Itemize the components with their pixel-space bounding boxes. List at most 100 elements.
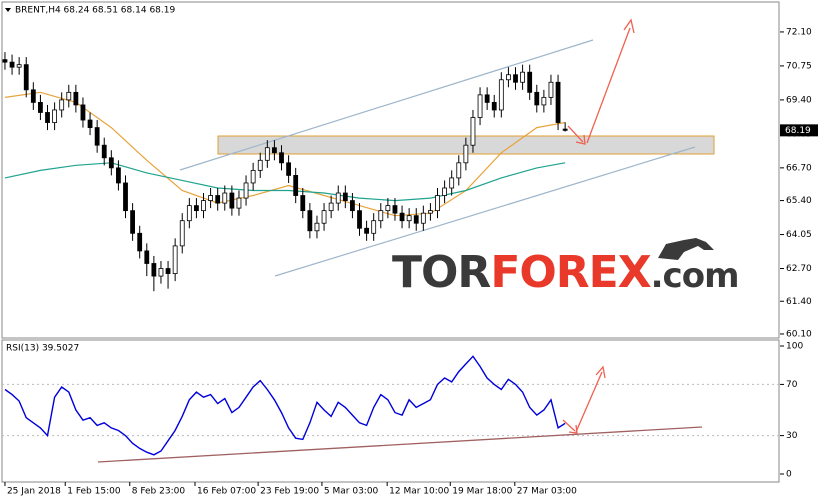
x-tick-label: 23 Feb 19:00 [260, 487, 319, 497]
arrow-head [575, 134, 586, 145]
rsi-title: RSI(13) 39.5027 [6, 344, 79, 354]
candle-body [9, 61, 15, 68]
candle-body [172, 245, 178, 274]
candle-body [307, 210, 313, 232]
candle-body [130, 210, 136, 234]
candle-body [45, 112, 50, 123]
candle-body [335, 192, 341, 204]
y-tick-label: 64.05 [786, 230, 812, 240]
y-tick-label: 100 [786, 342, 803, 352]
candle-body [385, 205, 391, 212]
x-tick-label: 8 Feb 23:00 [132, 487, 186, 497]
x-tick-label: 27 Mar 03:00 [517, 487, 577, 497]
candle-body [144, 250, 150, 264]
candle-body [165, 268, 171, 274]
candle-body [399, 212, 405, 222]
candle-body [435, 195, 440, 212]
candle-body [30, 89, 36, 103]
moving-average [4, 91, 566, 217]
candle-body [420, 212, 426, 224]
collapse-icon [5, 8, 11, 12]
y-tick-label: 61.40 [786, 297, 812, 307]
candle-body [350, 200, 355, 212]
pullback-arrow [567, 125, 584, 143]
rsi-trendline [97, 426, 703, 463]
rsi-line [4, 355, 566, 456]
price-label: 68.19 [785, 126, 811, 136]
candle-body [286, 162, 292, 176]
arrow-head [568, 424, 578, 434]
candle-body [498, 79, 504, 111]
candle-body [108, 157, 114, 169]
arrow-head [595, 365, 606, 379]
candle-body [357, 210, 362, 229]
x-tick-label: 19 Mar 18:00 [452, 487, 512, 497]
candle-body [151, 263, 157, 277]
y-tick-label: 72.10 [786, 27, 812, 37]
candle-body [222, 192, 228, 204]
candle-body [158, 268, 164, 277]
main-panel [1, 1, 780, 339]
x-tick-label: 16 Feb 07:00 [197, 487, 256, 497]
candle-body [116, 167, 121, 184]
candle-body [520, 71, 525, 83]
candle-body [342, 192, 348, 201]
candle-body [179, 220, 185, 247]
candle-body [2, 59, 8, 63]
candle-body [491, 102, 497, 111]
y-tick-label: 66.70 [786, 163, 812, 173]
candle-body [236, 197, 242, 209]
watermark: TORFOREX.com [392, 247, 739, 298]
candle-body [137, 232, 143, 252]
candle-body [314, 222, 320, 232]
candle-body [73, 91, 79, 106]
candle-body [555, 81, 561, 123]
y-tick-label: 60.10 [786, 329, 812, 339]
candle-body [470, 117, 476, 146]
candle-body [364, 227, 370, 234]
candle-body [250, 169, 256, 184]
candle-body [194, 205, 199, 212]
candle-body [456, 162, 462, 179]
candle-body [413, 215, 419, 224]
x-tick-label: 1 Feb 15:00 [67, 487, 121, 497]
x-tick-label: 25 Jan 2018 [7, 487, 61, 497]
candle-body [94, 127, 100, 146]
candle-body [264, 147, 270, 161]
watermark-part: FOREX [490, 247, 651, 298]
y-tick-label: 30 [786, 431, 798, 441]
candle-body [243, 182, 249, 199]
candle-body [87, 119, 93, 128]
candle-body [392, 205, 398, 214]
y-tick-label: 70.75 [786, 61, 812, 71]
forecast-arrow [586, 27, 631, 144]
y-tick-label: 65.40 [786, 196, 812, 206]
price-label-box [780, 124, 818, 137]
candle-body [477, 94, 483, 118]
candle-body [52, 109, 57, 123]
candle-body [201, 200, 206, 212]
moving-average [4, 162, 566, 202]
candle-body [66, 91, 72, 101]
y-tick-label: 0 [786, 470, 792, 480]
chart-title: BRENT,H4 68.24 68.51 68.14 68.19 [15, 6, 175, 16]
y-tick-label: 70 [786, 380, 798, 390]
candle-body [463, 144, 469, 164]
arrow-head [623, 18, 635, 34]
candle-body [406, 215, 412, 222]
candle-body [513, 74, 518, 83]
y-tick-label: 62.70 [786, 264, 812, 274]
candle-body [378, 210, 384, 222]
candle-body [257, 159, 263, 171]
y-tick-label: 69.40 [786, 95, 812, 105]
candle-body [321, 210, 327, 224]
candle-body [123, 182, 128, 212]
candle-body [279, 152, 284, 164]
candle-body [208, 195, 214, 201]
rsi-panel [1, 339, 780, 483]
candle-body [484, 94, 490, 103]
candle-body [229, 192, 235, 209]
candle-body [534, 91, 540, 106]
channel-lower [274, 146, 696, 277]
watermark-part: .com [651, 256, 739, 296]
